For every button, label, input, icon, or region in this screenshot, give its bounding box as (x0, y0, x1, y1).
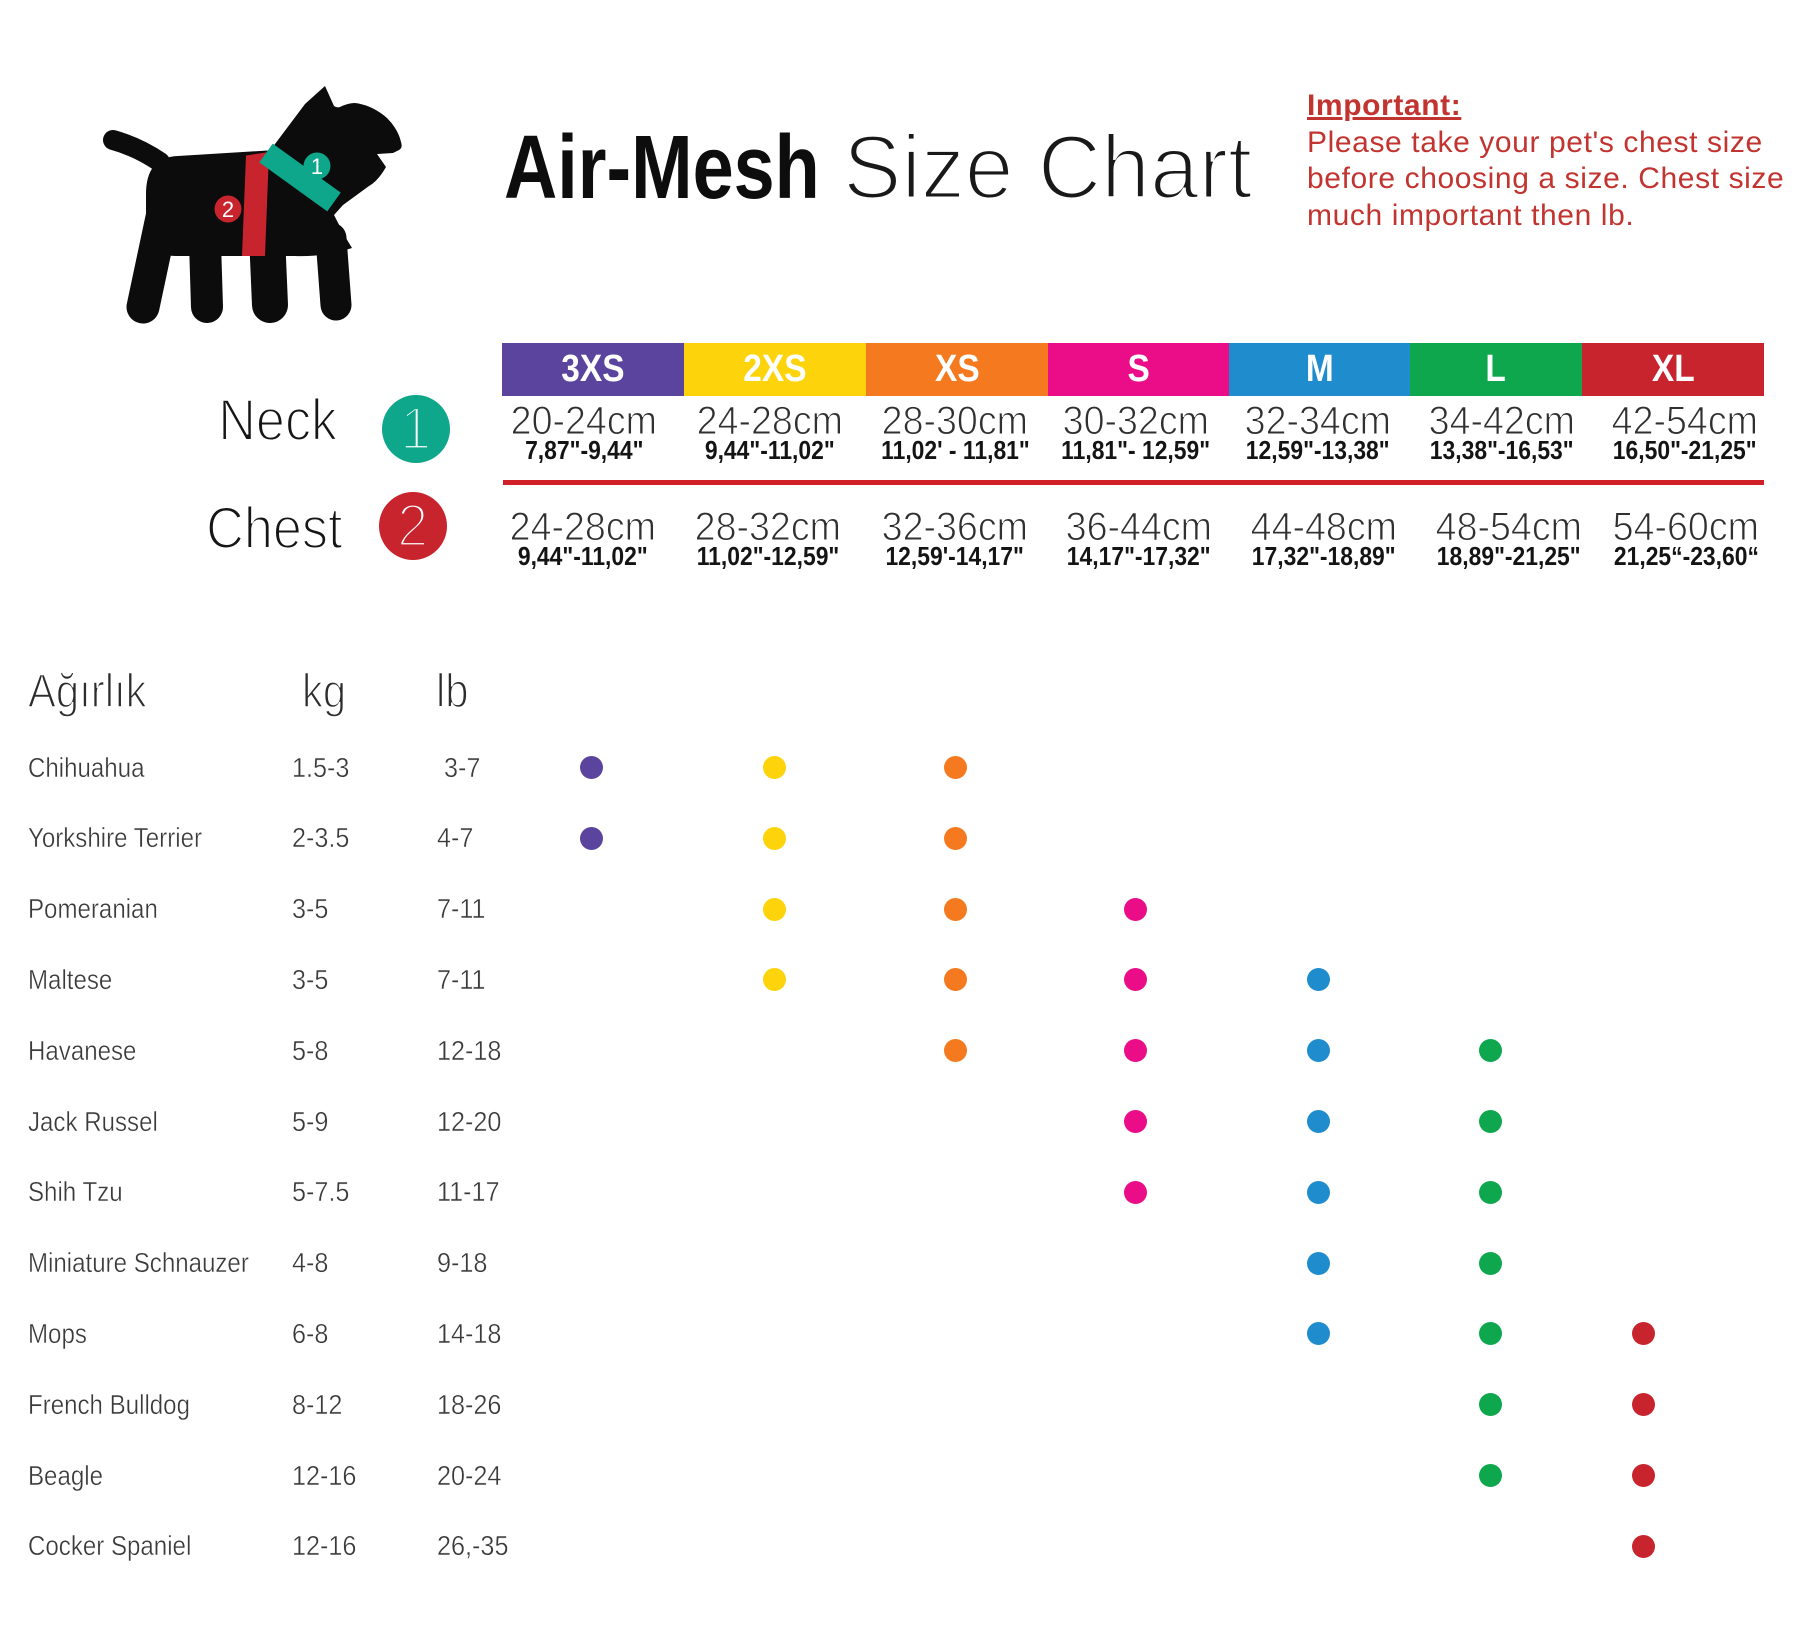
svg-text:2: 2 (222, 197, 234, 222)
svg-text:1: 1 (311, 154, 323, 179)
